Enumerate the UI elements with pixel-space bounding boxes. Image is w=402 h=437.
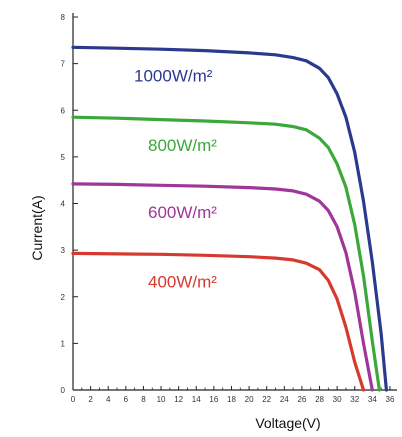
x-tick-label: 26 xyxy=(297,395,306,404)
series-label-0: 1000W/m² xyxy=(134,66,213,85)
x-tick-label: 4 xyxy=(106,395,111,404)
x-tick-label: 36 xyxy=(386,395,395,404)
x-tick-label: 22 xyxy=(262,395,271,404)
y-tick-label: 0 xyxy=(61,386,66,395)
y-tick-label: 1 xyxy=(61,339,66,348)
x-tick-label: 32 xyxy=(350,395,359,404)
y-tick-label: 4 xyxy=(61,200,66,209)
x-tick-label: 8 xyxy=(141,395,146,404)
series-label-1: 800W/m² xyxy=(148,136,217,155)
series-line-2 xyxy=(71,182,374,392)
series-label-3: 400W/m² xyxy=(148,272,217,291)
x-tick-label: 6 xyxy=(124,395,129,404)
x-tick-label: 28 xyxy=(315,395,324,404)
chart-series xyxy=(71,45,388,392)
x-tick-label: 30 xyxy=(333,395,342,404)
y-tick-label: 7 xyxy=(61,60,66,69)
x-tick-label: 14 xyxy=(192,395,201,404)
x-tick-label: 12 xyxy=(174,395,183,404)
y-tick-label: 2 xyxy=(61,293,66,302)
y-tick-label: 8 xyxy=(61,13,66,22)
x-tick-label: 34 xyxy=(368,395,377,404)
x-tick-label: 10 xyxy=(157,395,166,404)
x-tick-label: 16 xyxy=(209,395,218,404)
x-tick-label: 24 xyxy=(280,395,289,404)
x-tick-label: 2 xyxy=(88,395,93,404)
x-axis-title: Voltage(V) xyxy=(255,415,320,431)
y-tick-label: 5 xyxy=(61,153,66,162)
y-tick-label: 3 xyxy=(61,246,66,255)
chart-series-labels: 1000W/m² 800W/m² 600W/m² 400W/m² xyxy=(134,66,217,291)
y-axis-title: Current(A) xyxy=(29,195,45,260)
y-tick-label: 6 xyxy=(61,106,66,115)
series-line-1 xyxy=(71,115,381,392)
series-label-2: 600W/m² xyxy=(148,203,217,222)
x-tick-label: 20 xyxy=(245,395,254,404)
series-line-3 xyxy=(71,251,366,392)
series-line-0 xyxy=(71,45,388,392)
x-tick-label: 18 xyxy=(227,395,236,404)
x-tick-label: 0 xyxy=(71,395,76,404)
